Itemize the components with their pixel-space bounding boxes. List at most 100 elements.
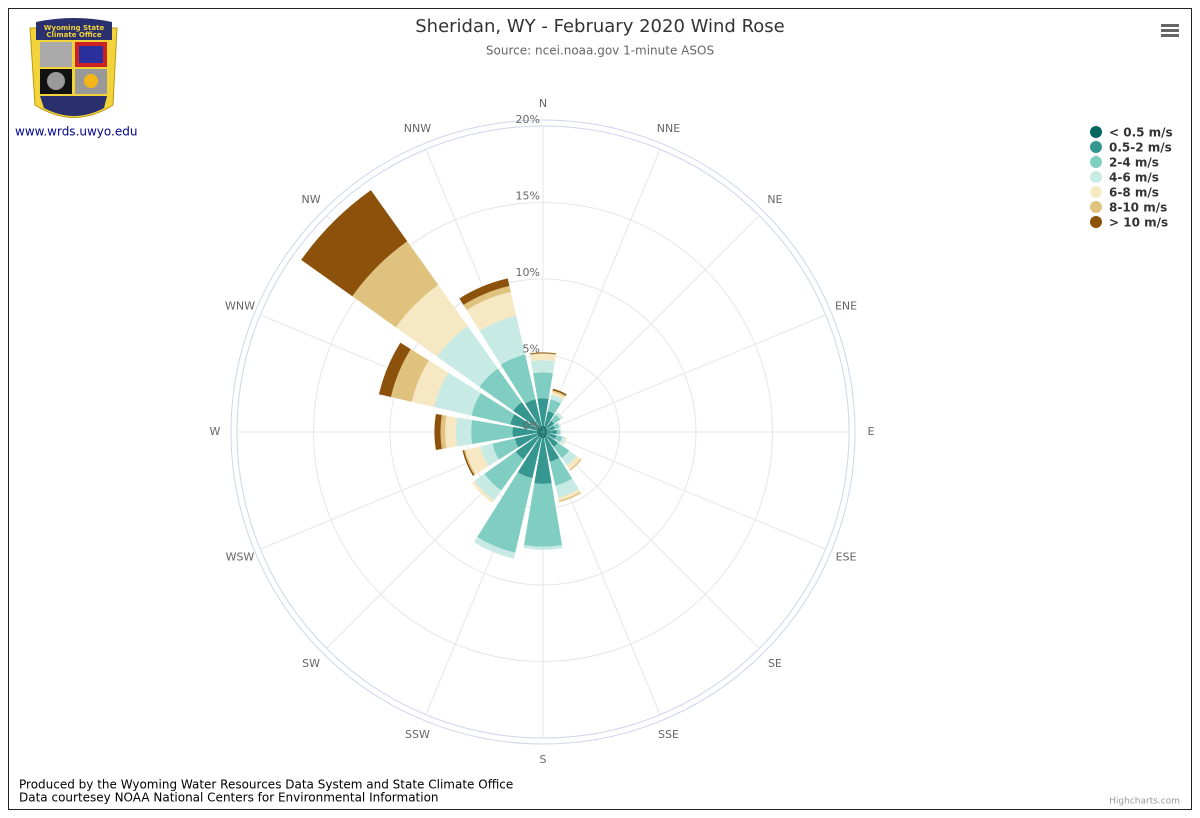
legend-symbol [1090, 156, 1102, 168]
credit: Data courtesey NOAA National Centers for… [19, 791, 439, 805]
bar-segment [537, 432, 543, 436]
legend-label[interactable]: > 10 m/s [1109, 216, 1168, 230]
bar-segment [537, 428, 543, 432]
bar-segment [500, 354, 536, 404]
bar-segment [543, 432, 547, 438]
bar-segment [556, 429, 560, 435]
bar-segment [552, 390, 566, 397]
bar-segment [462, 450, 475, 476]
bar-segment [544, 411, 555, 427]
y-tick-label: 10% [516, 266, 540, 279]
bar-segment [543, 432, 548, 435]
legend-symbol [1090, 186, 1102, 198]
direction-label: NNE [657, 122, 680, 135]
legend-label[interactable]: < 0.5 m/s [1109, 126, 1173, 140]
bar-segment [471, 480, 495, 504]
bar-segment [523, 483, 563, 547]
direction-label: SSW [405, 728, 430, 741]
bar-segment [434, 372, 481, 416]
logo-panel [40, 42, 72, 67]
bar-segment [562, 437, 567, 445]
bar-segment [534, 438, 552, 485]
y-tick-label: 15% [516, 190, 540, 203]
legend-label[interactable]: 2-4 m/s [1109, 156, 1159, 170]
bar-segment [553, 442, 570, 459]
menu-line [1161, 34, 1179, 37]
bar-segment [539, 426, 543, 432]
bar-segment [463, 285, 511, 311]
bar-segment [538, 432, 543, 437]
bar-segment [559, 436, 566, 445]
bar-segment [455, 417, 473, 447]
legend-symbol [1090, 201, 1102, 213]
bar-segment [378, 342, 411, 398]
bar-segment [480, 443, 499, 467]
chart-title: Sheridan, WY - February 2020 Wind Rose [415, 16, 784, 37]
bar-segment [440, 414, 447, 450]
menu-line [1161, 29, 1179, 32]
legend-label[interactable]: 6-8 m/s [1109, 186, 1159, 200]
link[interactable]: www.wrds.uwyo.edu [15, 125, 137, 139]
bar-segment [555, 478, 579, 498]
bar-segment [547, 399, 561, 414]
bar-segment [466, 291, 517, 331]
credit: Produced by the Wyoming Water Resources … [19, 778, 513, 792]
bar-segment [543, 432, 547, 436]
legend-label[interactable]: 0.5-2 m/s [1109, 141, 1172, 155]
bar-segment [551, 391, 565, 400]
logo-sun [84, 74, 98, 88]
bar-segment [479, 315, 526, 365]
bar-segment [547, 429, 557, 435]
bar-segment [512, 426, 537, 438]
legend-symbol [1090, 171, 1102, 183]
legend-label[interactable]: 8-10 m/s [1109, 201, 1167, 215]
logo-text: Climate Office [46, 31, 101, 39]
bar-segment [473, 537, 516, 559]
bar-segment [537, 398, 549, 426]
bar-segment [544, 437, 560, 462]
bar-segment [301, 190, 408, 297]
bar-segment [514, 433, 538, 448]
bar-segment [545, 434, 558, 447]
bar-segment [543, 428, 547, 432]
bar-segment [558, 491, 582, 503]
bar-segment [549, 457, 573, 486]
bar-segment [552, 388, 567, 396]
bar-segment [561, 450, 577, 466]
logo-text: Wyoming State [44, 24, 105, 32]
bar-segment [529, 353, 557, 356]
bar-segment [352, 241, 439, 328]
bar-segment [463, 449, 476, 476]
legend-symbol [1090, 141, 1102, 153]
bar-segment [515, 435, 540, 460]
bar-segment [471, 393, 515, 425]
bar-segment [529, 352, 557, 355]
highcharts-credit[interactable]: Highcharts.com [1109, 797, 1180, 807]
menu-button[interactable] [1161, 24, 1179, 37]
bar-segment [479, 368, 522, 411]
bar-segment [569, 458, 582, 471]
bar-segment [543, 426, 547, 432]
direction-label: WSW [226, 551, 255, 564]
bar-segment [550, 414, 561, 425]
direction-label: NE [767, 193, 782, 206]
bar-segment [555, 412, 563, 420]
direction-label: ESE [836, 551, 857, 564]
bar-segment [557, 422, 561, 429]
bar-segment [471, 420, 513, 444]
radial-grid-line [542, 431, 760, 649]
bar-segment [492, 438, 519, 460]
bar-segment [510, 414, 538, 431]
bar-segment [434, 413, 442, 451]
bar-segment [541, 425, 545, 432]
y-tick-label: 5% [523, 343, 540, 356]
legend-label[interactable]: 4-6 m/s [1109, 171, 1159, 185]
logo-banner [36, 18, 112, 40]
logo-panel [79, 46, 103, 63]
bar-segment [538, 427, 543, 432]
logo-moon [47, 72, 65, 90]
bar-segment [445, 415, 458, 449]
bar-segment [550, 394, 564, 404]
